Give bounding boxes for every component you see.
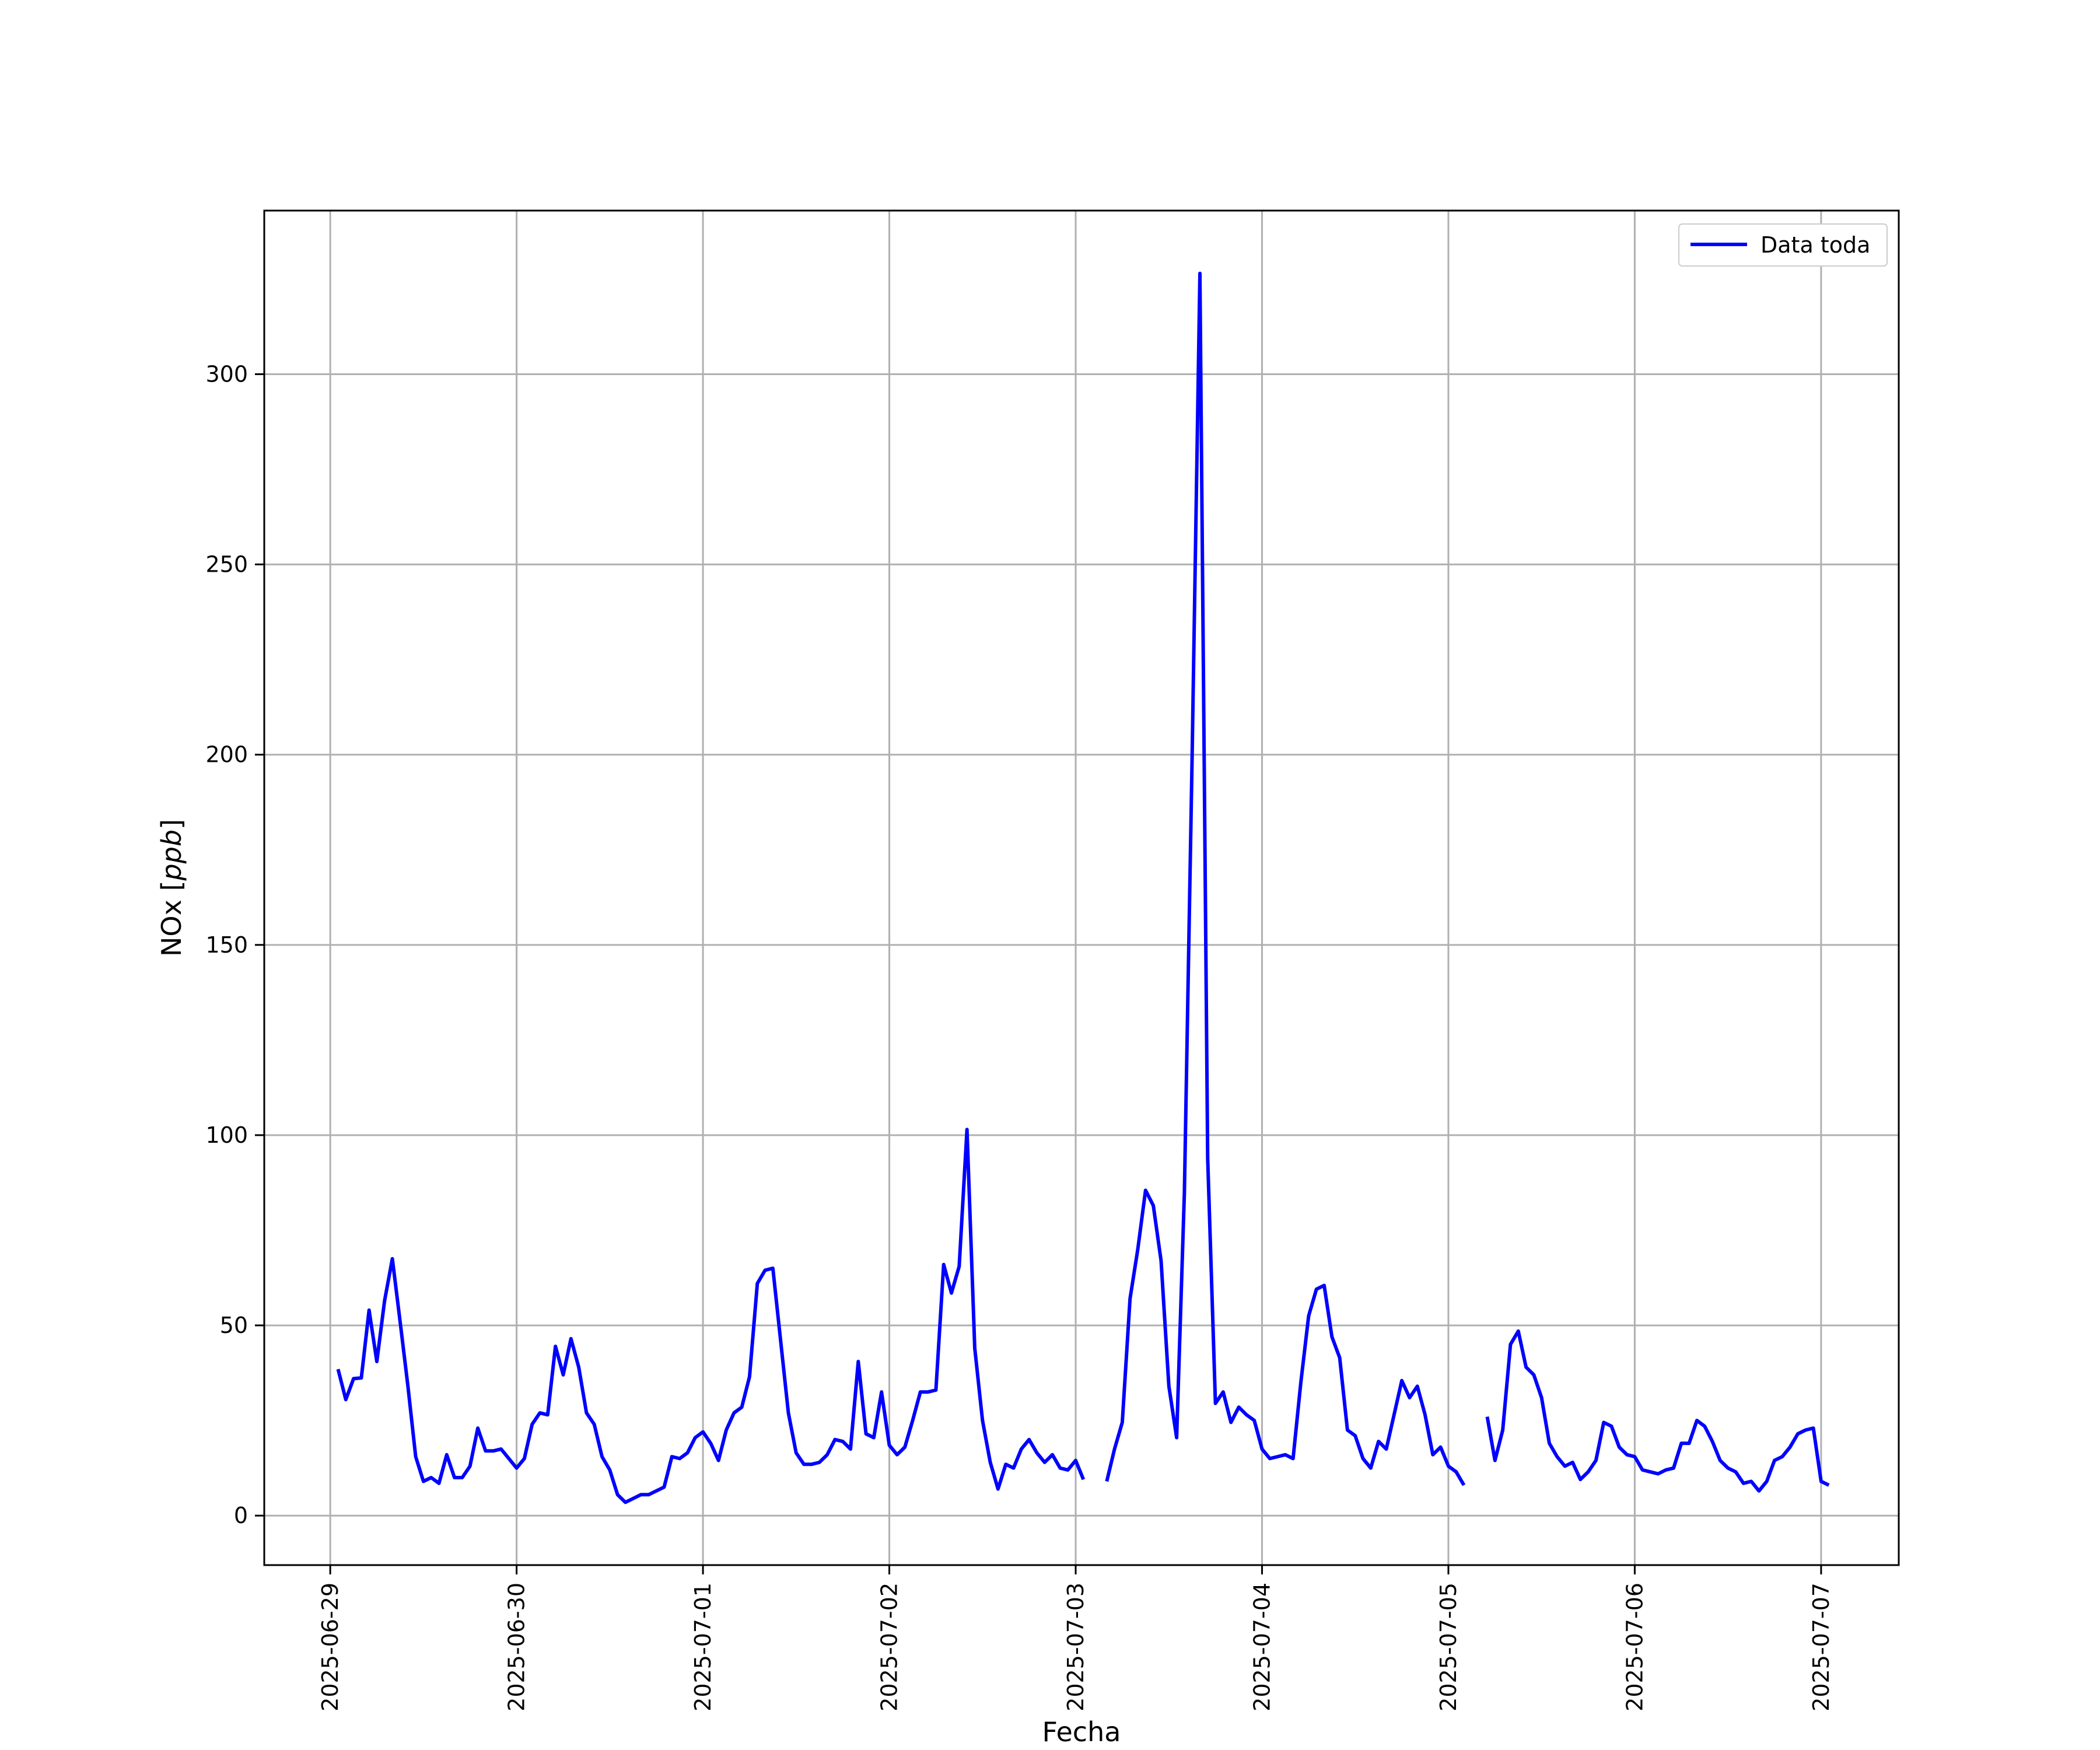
x-tick-label: 2025-07-01 (690, 1583, 716, 1712)
x-tick-label: 2025-06-29 (317, 1583, 343, 1712)
y-tick-label: 300 (205, 361, 248, 387)
x-tick-label: 2025-07-06 (1622, 1583, 1647, 1712)
y-axis-ticks: 0 50 100 150 200 250 300 (205, 361, 264, 1528)
x-tick-label: 2025-07-02 (877, 1583, 902, 1712)
legend: Data toda (1678, 223, 1888, 267)
y-tick-label: 150 (205, 932, 248, 958)
legend-label: Data toda (1760, 232, 1870, 258)
legend-box (1678, 223, 1888, 267)
y-tick-label: 200 (205, 742, 248, 768)
y-tick-label: 250 (205, 552, 248, 578)
y-axis-label-unit: ppb (156, 830, 187, 881)
grid-lines (264, 211, 1899, 1565)
y-axis-label-text: NOx [ (156, 881, 187, 957)
y-axis-label-close: ] (156, 819, 187, 830)
series-line-segment (1105, 271, 1466, 1486)
y-axis-label: NOx [ppb] (156, 819, 187, 957)
x-axis-ticks: 2025-06-29 2025-06-30 2025-07-01 2025-07-02… (317, 1565, 1834, 1712)
series-line-segment (336, 1128, 1086, 1504)
x-tick-label: 2025-06-30 (504, 1583, 530, 1712)
x-tick-label: 2025-07-07 (1808, 1583, 1834, 1712)
x-tick-label: 2025-07-04 (1249, 1583, 1275, 1712)
series-line-segment (1485, 1329, 1830, 1493)
x-tick-label: 2025-07-03 (1063, 1583, 1088, 1712)
x-axis-label: Fecha (1042, 1716, 1121, 1748)
y-tick-label: 0 (234, 1503, 248, 1528)
plot-frame (263, 209, 1900, 1566)
y-tick-label: 100 (205, 1122, 248, 1148)
y-tick-label: 50 (220, 1312, 248, 1338)
x-tick-label: 2025-07-05 (1436, 1583, 1461, 1712)
series-layer (336, 271, 1830, 1504)
